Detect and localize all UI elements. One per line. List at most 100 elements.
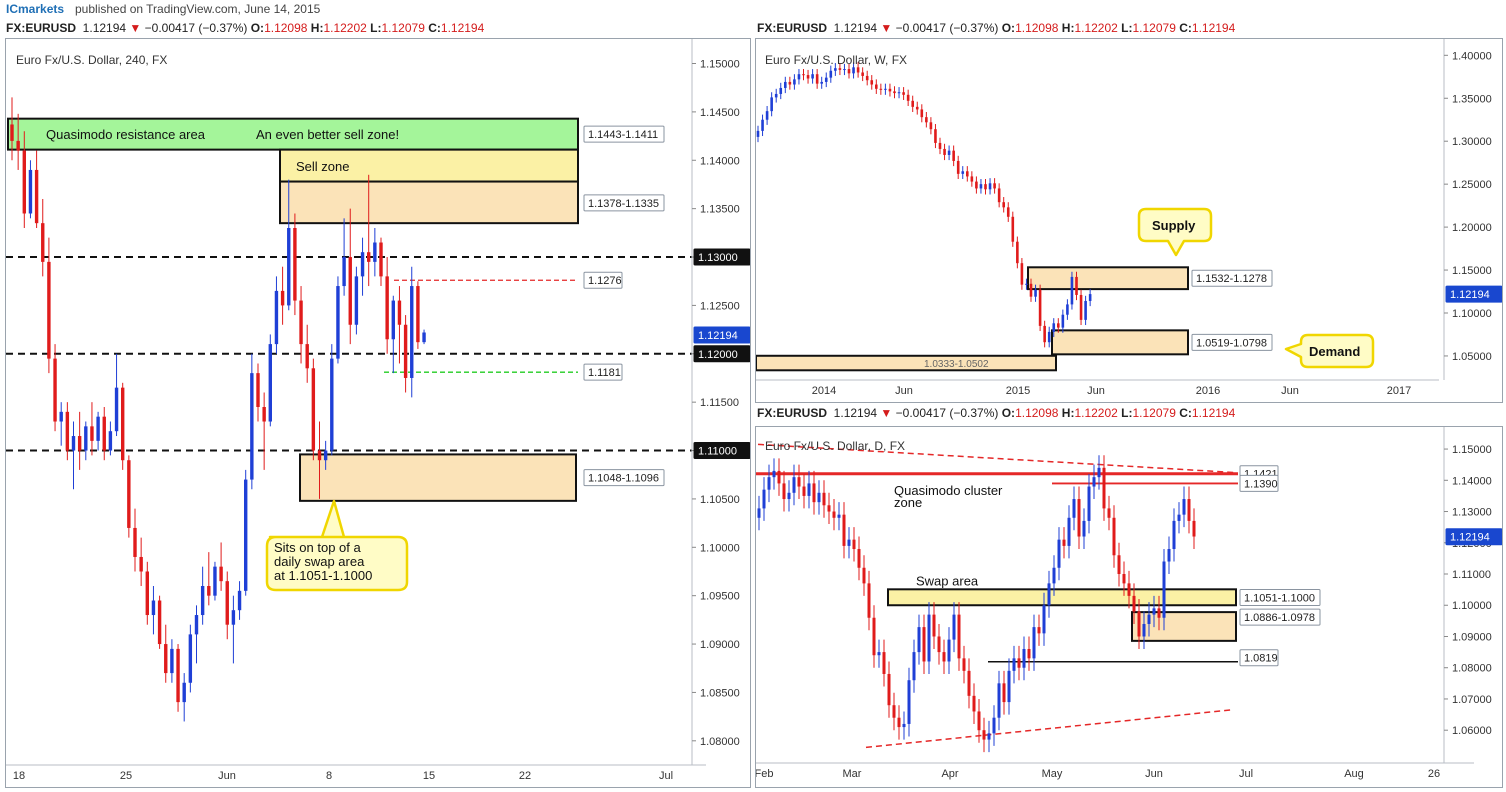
h4-zone3-tag-box xyxy=(583,469,665,487)
weekly-candle xyxy=(920,109,924,118)
daily-zone2-tag-text: 1.0886-1.0978 xyxy=(1244,612,1315,624)
weekly-candle xyxy=(788,81,792,85)
daily-zone2-tag-box xyxy=(1239,608,1321,626)
h4-candle xyxy=(244,479,248,591)
daily-quote-close: 1.12194 xyxy=(1191,406,1236,420)
daily-candle xyxy=(842,514,846,546)
daily-candle xyxy=(772,470,776,478)
daily-candle xyxy=(942,652,946,662)
weekly-candle xyxy=(875,84,878,89)
daily-candle xyxy=(992,717,996,734)
weekly-candle xyxy=(884,88,887,90)
h4-candle xyxy=(59,411,63,422)
h4-y-tick-label: 1.09000 xyxy=(700,639,740,651)
daily-candle xyxy=(1127,583,1131,596)
daily-candle xyxy=(1117,555,1121,575)
h4-candle xyxy=(225,581,229,625)
weekly-zone1-tag-box xyxy=(1191,269,1273,287)
weekly-x-tick-label: Jun xyxy=(895,385,913,397)
daily-quote-open-label: O: xyxy=(1001,406,1016,420)
daily-candle xyxy=(1187,499,1191,521)
daily-quote-symbol: FX:EURUSD xyxy=(757,406,828,420)
weekly-last-price-tag-text: 1.12194 xyxy=(1450,289,1490,301)
weekly-chart-panel[interactable]: 1.0333-1.0502 Supply Demand 1.40000 1.35000 1… xyxy=(755,38,1503,403)
daily-lower-trendline xyxy=(865,709,1232,749)
weekly-demand-zone-low xyxy=(756,354,1057,372)
weekly-candle xyxy=(834,68,837,71)
weekly-candle xyxy=(911,100,914,107)
weekly-candle xyxy=(1038,289,1042,326)
daily-candle xyxy=(1102,467,1106,509)
h4-zone1-tag-box xyxy=(583,125,665,143)
h4-quote-high-label: H: xyxy=(310,21,324,35)
h4-candle xyxy=(194,615,199,635)
daily-candle xyxy=(1047,583,1051,606)
h4-quote-close-label: C: xyxy=(428,21,441,35)
weekly-y-tick-label: 1.30000 xyxy=(1452,136,1492,148)
publisher-name[interactable]: ICmarkets xyxy=(6,2,65,16)
h4-candle xyxy=(108,431,113,451)
h4-x-tick-label: Jul xyxy=(659,770,673,782)
daily-candle xyxy=(857,549,861,568)
weekly-candle xyxy=(943,148,946,155)
daily-candle xyxy=(827,505,831,512)
weekly-candle xyxy=(966,171,969,177)
h4-candle xyxy=(410,286,414,378)
h4-level-1276-tag-box xyxy=(583,271,623,289)
weekly-candle xyxy=(929,122,933,130)
weekly-candle xyxy=(1002,202,1005,208)
demand-callout-text: Demand xyxy=(1309,344,1360,359)
daily-candle xyxy=(912,652,916,681)
daily-candle xyxy=(977,711,981,731)
daily-chart-title: Euro Fx/U.S. Dollar, D, FX xyxy=(765,439,906,453)
weekly-last-price-tag-box xyxy=(1445,285,1502,303)
h4-candle xyxy=(121,387,125,461)
daily-candle xyxy=(837,514,841,518)
h4-candle xyxy=(416,286,420,343)
sell-zone-box xyxy=(279,180,579,225)
h4-candle xyxy=(391,300,395,340)
h4-candle xyxy=(133,527,137,557)
weekly-quote-close-label: C: xyxy=(1179,21,1192,35)
h4-chart-panel[interactable]: Quasimodo resistance area An even better … xyxy=(5,38,751,788)
weekly-quote-arrow: ▼ xyxy=(880,21,893,35)
weekly-candle xyxy=(806,75,810,79)
h4-candle xyxy=(47,261,51,359)
weekly-candle xyxy=(774,93,778,98)
h4-candle xyxy=(219,566,223,582)
h4-candle xyxy=(268,344,272,422)
weekly-candle xyxy=(1020,263,1024,285)
h4-last-price-tag-text: 1.12194 xyxy=(698,330,738,342)
h4-quote-open-label: O: xyxy=(250,21,265,35)
daily-candle xyxy=(922,627,926,662)
daily-candle xyxy=(917,627,921,653)
daily-chart-panel[interactable]: Quasimodo cluster zone Swap area 1.15000 1.1… xyxy=(755,426,1503,788)
h4-candle xyxy=(354,276,359,325)
weekly-candle xyxy=(802,74,805,76)
weekly-candle xyxy=(970,176,974,182)
weekly-candle xyxy=(820,81,823,84)
h4-candle xyxy=(207,586,211,596)
h4-quote-low-label: L: xyxy=(370,21,382,35)
daily-x-tick-label: Mar xyxy=(843,768,862,780)
daily-level-0819-tag-box xyxy=(1239,649,1279,667)
h4-level-1276-tag-text: 1.1276 xyxy=(588,275,622,287)
h4-candle xyxy=(385,276,389,340)
daily-candle xyxy=(1177,514,1181,521)
h4-level-1181-tag-text: 1.1181 xyxy=(588,367,621,379)
h4-level-1181-tag-box xyxy=(583,363,623,381)
h4-candle xyxy=(373,242,377,262)
weekly-candle xyxy=(988,183,992,190)
weekly-candle xyxy=(1034,289,1037,297)
h4-candle xyxy=(102,416,106,451)
weekly-x-tick-label: Jun xyxy=(1087,385,1105,397)
weekly-quote-open: 1.12098 xyxy=(1015,21,1062,35)
daily-candle xyxy=(802,486,806,496)
daily-candle xyxy=(1112,517,1116,556)
h4-candle xyxy=(256,373,260,407)
weekly-candle xyxy=(938,142,942,149)
daily-candle xyxy=(947,639,951,662)
weekly-quote-symbol: FX:EURUSD xyxy=(757,21,828,35)
weekly-y-tick-label: 1.35000 xyxy=(1452,93,1492,105)
weekly-chart: 1.0333-1.0502 Supply Demand 1.40000 1.35000 1… xyxy=(756,39,1502,397)
